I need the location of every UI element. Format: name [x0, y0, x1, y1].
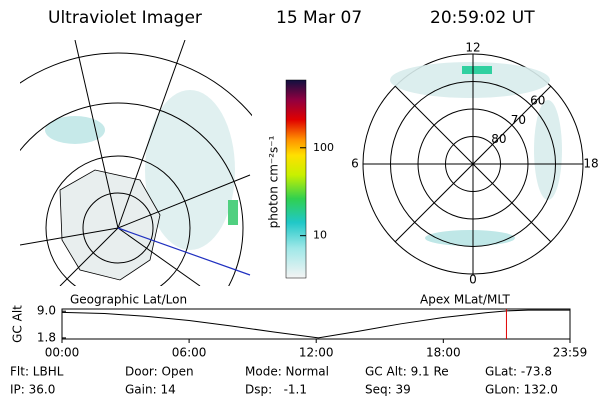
mlat-label: 80: [491, 132, 506, 146]
mlat-label: 60: [530, 93, 545, 107]
plot-frame: [61, 308, 571, 340]
x-tick-label: 00:00: [45, 346, 80, 360]
time: 20:59:02 UT: [430, 8, 535, 28]
mlt-label: 6: [351, 157, 359, 171]
status-field: IP: 36.0: [10, 383, 55, 397]
left-map-label: Geographic Lat/Lon: [70, 293, 187, 307]
x-tick-label: 18:00: [426, 346, 461, 360]
status-field: Door: Open: [125, 365, 194, 379]
date: 15 Mar 07: [276, 8, 362, 28]
altitude-line: [61, 309, 570, 339]
status-field: Seq: 39: [365, 383, 411, 397]
y-tick-label: 9.0: [37, 304, 56, 318]
mlt-label: 0: [469, 273, 477, 287]
colorbar: [285, 79, 307, 279]
mlt-label: 12: [465, 41, 480, 55]
y-tick-label: 1.8: [37, 330, 56, 344]
colorbar-tick-label: 10: [313, 229, 327, 242]
x-tick-label: 06:00: [172, 346, 207, 360]
colorbar-tick-label: 100: [313, 141, 334, 154]
status-field: Mode: Normal: [245, 365, 329, 379]
x-tick-label: 23:59: [553, 346, 588, 360]
left-map: [20, 40, 252, 286]
status-field: GLat: -73.8: [485, 365, 552, 379]
status-field: GLon: 132.0: [485, 383, 558, 397]
status-field: Gain: 14: [125, 383, 176, 397]
title: Ultraviolet Imager: [48, 8, 202, 28]
x-tick-label: 12:00: [299, 346, 334, 360]
right-map-label: Apex MLat/MLT: [420, 293, 510, 307]
colorbar-label: photon cm⁻²s⁻¹: [267, 135, 281, 228]
mlt-label: 18: [583, 157, 598, 171]
status-field: Flt: LBHL: [10, 365, 64, 379]
status-field: GC Alt: 9.1 Re: [365, 365, 449, 379]
y-axis-label: GC Alt: [11, 305, 25, 343]
status-field: Dsp: -1.1: [245, 383, 307, 397]
mlat-label: 70: [511, 113, 526, 127]
